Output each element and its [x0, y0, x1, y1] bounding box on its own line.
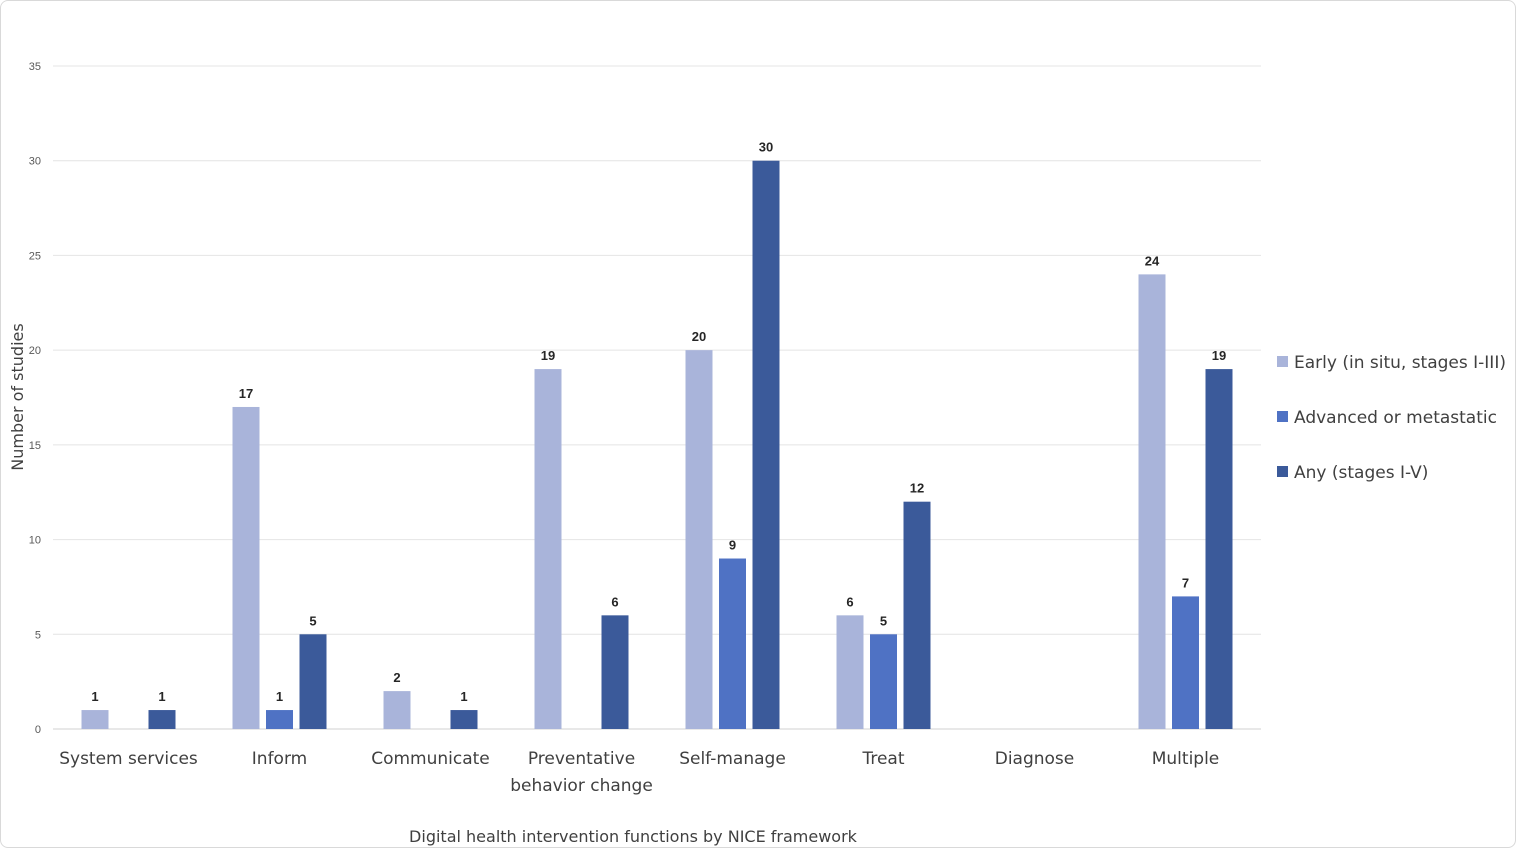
data-label-7-1: 7: [1182, 575, 1189, 590]
data-label-5-0: 6: [846, 594, 853, 609]
y-tick-label-30: 30: [29, 156, 41, 168]
x-tick-label-4-0: Self-manage: [679, 749, 786, 769]
legend-label-1: Advanced or metastatic: [1294, 408, 1497, 428]
x-tick-label-0-0: System services: [59, 749, 198, 769]
y-tick-label-25: 25: [29, 250, 41, 262]
data-label-1-1: 1: [276, 689, 283, 704]
x-tick-label-5-0: Treat: [861, 749, 904, 769]
x-tick-label-7-0: Multiple: [1152, 749, 1220, 769]
legend-swatch-1: [1277, 411, 1288, 422]
bar-2-2: [450, 710, 478, 729]
bar-3-2: [601, 615, 629, 729]
y-axis-title: Number of studies: [8, 323, 27, 470]
y-tick-label-20: 20: [29, 345, 41, 357]
data-label-7-0: 24: [1145, 253, 1160, 268]
data-labels: 1 1 17 1 5 2 1 19 6 20 9 30 6 5 12 24 7 19: [91, 140, 1226, 704]
y-tick-label-5: 5: [35, 629, 41, 641]
bar-7-0: [1138, 274, 1166, 729]
bar-5-1: [870, 634, 897, 729]
data-label-1-0: 17: [239, 386, 253, 401]
bar-4-1: [719, 558, 746, 729]
data-label-3-2: 6: [611, 594, 618, 609]
bar-2-0: [383, 691, 411, 729]
bar-1-1: [266, 710, 293, 729]
y-tick-label-0: 0: [35, 724, 41, 736]
data-label-5-1: 5: [880, 613, 887, 628]
x-tick-label-3-0: Preventative: [528, 749, 635, 769]
bar-5-0: [836, 615, 864, 729]
y-tick-label-10: 10: [29, 535, 41, 547]
data-label-2-2: 1: [460, 689, 467, 704]
data-label-4-0: 20: [692, 329, 706, 344]
bar-3-0: [534, 369, 562, 729]
bar-5-2: [903, 501, 931, 729]
y-axis-ticks: 0 5 10 15 20 25 30 35: [29, 61, 41, 736]
legend-label-0: Early (in situ, stages I-III): [1294, 353, 1506, 373]
data-label-1-2: 5: [309, 613, 316, 628]
bar-7-1: [1172, 596, 1199, 729]
data-label-5-2: 12: [910, 481, 924, 496]
data-label-0-0: 1: [91, 689, 98, 704]
data-label-4-1: 9: [729, 538, 736, 553]
bar-4-0: [685, 350, 713, 729]
legend-label-2: Any (stages I-V): [1294, 463, 1428, 483]
x-tick-label-1-0: Inform: [252, 749, 307, 769]
x-tick-label-3-1: behavior change: [510, 776, 653, 796]
data-label-4-2: 30: [759, 140, 773, 155]
x-axis-title: Digital health intervention functions by…: [409, 827, 858, 846]
bar-0-0: [81, 710, 109, 729]
x-axis-categories: System services Inform Communicate Preventa…: [59, 749, 1219, 796]
y-tick-label-35: 35: [29, 61, 41, 73]
bar-4-2: [752, 160, 780, 729]
legend: Early (in situ, stages I-III) Advanced or…: [1277, 353, 1506, 483]
x-tick-label-6-0: Diagnose: [995, 749, 1075, 769]
bar-0-2: [148, 710, 176, 729]
data-label-2-0: 2: [393, 670, 400, 685]
bar-1-0: [232, 406, 260, 729]
bar-7-2: [1205, 369, 1233, 729]
y-tick-label-15: 15: [29, 440, 41, 452]
bars: [81, 160, 1233, 729]
bar-1-2: [299, 634, 327, 729]
data-label-7-2: 19: [1212, 348, 1226, 363]
legend-swatch-2: [1277, 466, 1288, 477]
data-label-0-2: 1: [158, 689, 165, 704]
legend-swatch-0: [1277, 356, 1288, 367]
data-label-3-0: 19: [541, 348, 555, 363]
x-tick-label-2-0: Communicate: [371, 749, 490, 769]
